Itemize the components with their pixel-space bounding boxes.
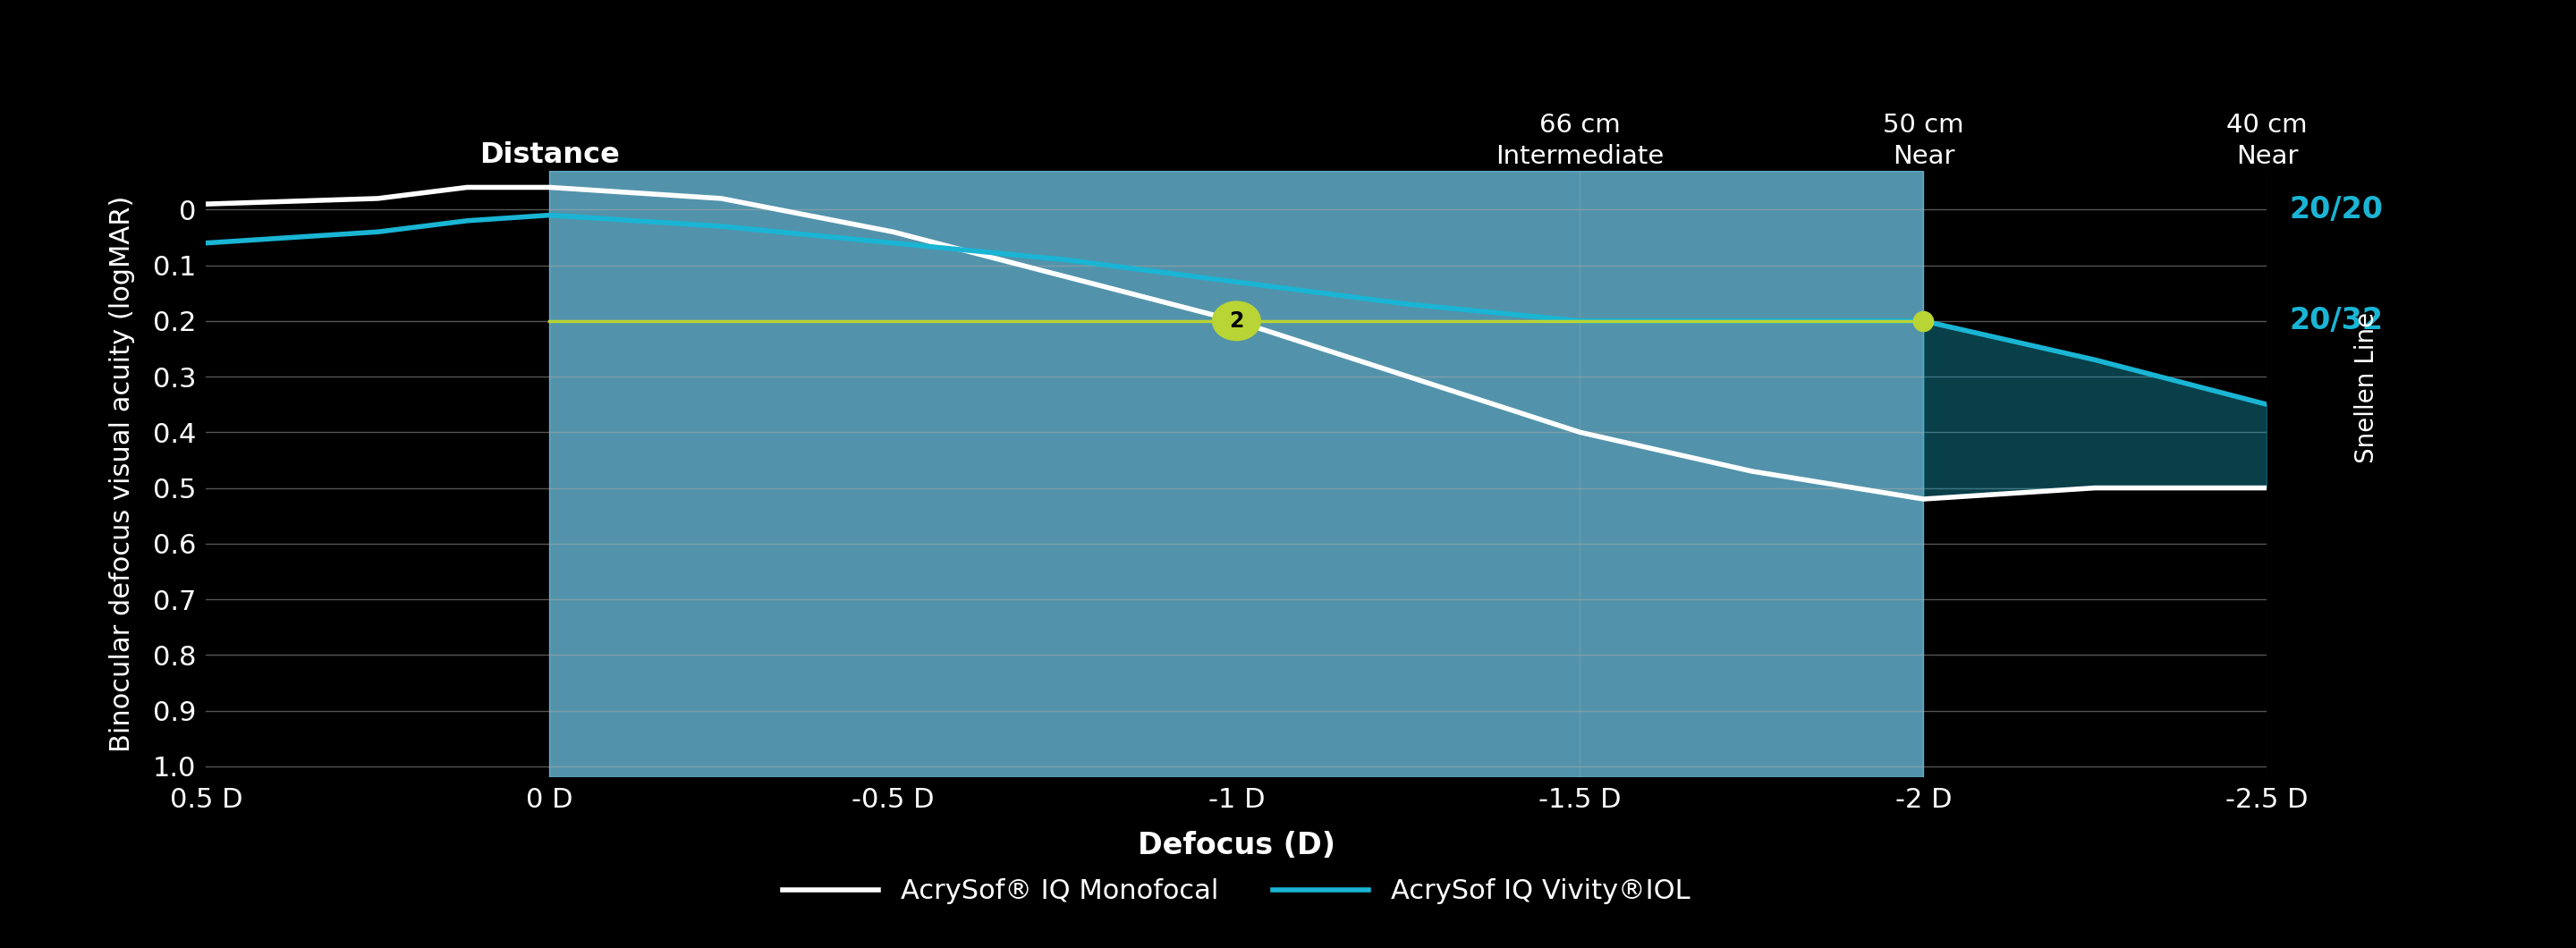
Text: 20/32: 20/32 <box>2290 306 2383 336</box>
Text: Snellen Line: Snellen Line <box>2354 312 2378 464</box>
Bar <box>549 171 1924 777</box>
Text: 66 cm
Intermediate: 66 cm Intermediate <box>1497 113 1664 169</box>
Circle shape <box>1213 301 1260 340</box>
Text: 20/20: 20/20 <box>2290 195 2383 225</box>
Text: 40 cm
Near: 40 cm Near <box>2226 113 2308 169</box>
Text: 2: 2 <box>1229 310 1244 332</box>
Y-axis label: Binocular defocus visual acuity (logMAR): Binocular defocus visual acuity (logMAR) <box>108 195 137 753</box>
Text: Distance: Distance <box>479 141 621 169</box>
X-axis label: Defocus (D): Defocus (D) <box>1139 830 1334 860</box>
Legend: AcrySof® IQ Monofocal, AcrySof IQ Vivity®IOL: AcrySof® IQ Monofocal, AcrySof IQ Vivity… <box>773 867 1700 916</box>
Text: 50 cm
Near: 50 cm Near <box>1883 113 1963 169</box>
